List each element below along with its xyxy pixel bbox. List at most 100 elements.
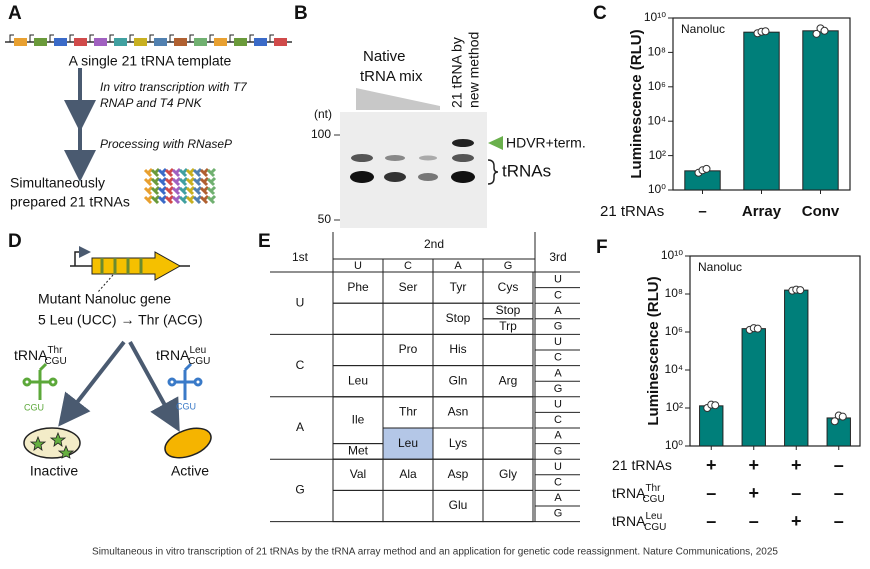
- panel-label: C: [593, 3, 607, 24]
- trna-icon: [199, 194, 210, 205]
- trna-icon: [150, 185, 161, 196]
- amino-acid: Tyr: [450, 280, 467, 294]
- product-text: Simultaneously: [10, 175, 105, 191]
- promoter: [109, 34, 114, 42]
- table-cell: [482, 396, 534, 429]
- trna-icon: [206, 185, 217, 196]
- name-base: tRNA: [156, 347, 190, 363]
- amino-acid: Asn: [448, 405, 469, 419]
- trna-icon: [157, 176, 168, 187]
- promoter: [49, 34, 54, 42]
- base-label: U: [554, 274, 562, 286]
- y-tick-label: 10⁶: [648, 79, 666, 93]
- condition-mark: +: [791, 455, 802, 475]
- marker-label: 100: [311, 127, 331, 141]
- gene-block: [154, 38, 167, 46]
- condition-mark: +: [748, 483, 759, 503]
- annotation: Nanoluc: [698, 260, 742, 274]
- trna-icon: [150, 194, 161, 205]
- promoter: [169, 34, 174, 42]
- trna-icon: [171, 176, 182, 187]
- trna-icon: [192, 194, 203, 205]
- base-label: U: [554, 399, 562, 411]
- table-cell: [382, 302, 434, 335]
- amino-acid: Gly: [499, 467, 517, 481]
- amino-acid: Leu: [398, 436, 418, 450]
- bar: [802, 30, 839, 191]
- promoter: [269, 34, 274, 42]
- name-sub: CGU: [642, 494, 664, 505]
- x-axis-label: 21 tRNAs: [600, 203, 664, 220]
- trna-icon: [199, 176, 210, 187]
- condition-mark: –: [791, 483, 801, 503]
- lane-label: 21 tRNA by: [449, 37, 465, 108]
- promoter: [69, 34, 74, 42]
- table-header: 1st: [292, 250, 309, 264]
- trna-icon: [185, 194, 196, 205]
- gel: [334, 88, 503, 228]
- base-label: G: [554, 383, 563, 395]
- y-axis-label: Luminescence (RLU): [645, 276, 662, 425]
- unit-label: (nt): [314, 107, 332, 121]
- amino-acid: Ser: [399, 280, 418, 294]
- trna-icon: [143, 176, 154, 187]
- table-cell: [332, 302, 384, 335]
- trna-icon: [185, 167, 196, 178]
- base-label: A: [454, 260, 462, 272]
- amino-acid: Stop: [446, 311, 471, 325]
- phenotype-label: Active: [171, 463, 209, 479]
- amino-acid: Trp: [499, 319, 517, 333]
- gene-block: [54, 38, 67, 46]
- trna-icon: [178, 176, 189, 187]
- x-tick-label: Array: [742, 203, 782, 220]
- amino-acid: Lys: [449, 436, 467, 450]
- condition-mark: +: [748, 455, 759, 475]
- trna-icon: [171, 185, 182, 196]
- anticodon-label: CGU: [24, 402, 44, 412]
- y-tick-label: 10⁰: [648, 182, 666, 196]
- base-label: U: [554, 336, 562, 348]
- panel-label: E: [258, 231, 271, 252]
- trna-icon: [157, 185, 168, 196]
- trna-icon: [150, 176, 161, 187]
- base-label: A: [554, 430, 562, 442]
- base-label: G: [554, 508, 563, 520]
- y-tick-label: 10²: [666, 400, 683, 414]
- base-label: C: [296, 358, 305, 372]
- mutation-label: 5 Leu (UCC) → Thr (ACG): [38, 312, 203, 328]
- trna-icon: [164, 194, 175, 205]
- gene-block: [274, 38, 287, 46]
- replicate-dot: [830, 417, 839, 426]
- amino-acid: Thr: [399, 405, 417, 419]
- trna-icon: [143, 194, 154, 205]
- table-cell: [382, 365, 434, 398]
- amino-acid: Val: [350, 467, 366, 481]
- trna-label: tRNAThr CGU: [14, 345, 67, 367]
- panel-a-art: [5, 34, 292, 205]
- amino-acid: Pro: [399, 342, 418, 356]
- phenotype-label: Inactive: [30, 463, 78, 479]
- y-tick-label: 10⁸: [648, 45, 666, 59]
- trna-icon: [171, 194, 182, 205]
- gene-block: [134, 38, 147, 46]
- panel-label: A: [8, 3, 22, 24]
- band-label: tRNAs: [502, 161, 551, 180]
- amino-acid: Stop: [496, 303, 521, 317]
- name-base: tRNA: [612, 513, 646, 529]
- step-text: RNAP and T4 PNK: [100, 96, 203, 110]
- y-tick-label: 10⁶: [665, 324, 683, 338]
- base-label: G: [295, 483, 304, 497]
- trna-icon: [157, 194, 168, 205]
- base-label: C: [554, 352, 562, 364]
- band-label: HDVR+term.: [506, 135, 586, 151]
- table-cell: [332, 333, 384, 367]
- y-tick-label: 10⁸: [665, 286, 683, 300]
- gene-block: [254, 38, 267, 46]
- y-tick-label: 10¹⁰: [661, 248, 683, 262]
- trna-icon: [164, 176, 175, 187]
- gene-block: [74, 38, 87, 46]
- gene-block: [234, 38, 247, 46]
- trna-icon: [178, 167, 189, 178]
- gene-label: Mutant Nanoluc gene: [38, 291, 171, 307]
